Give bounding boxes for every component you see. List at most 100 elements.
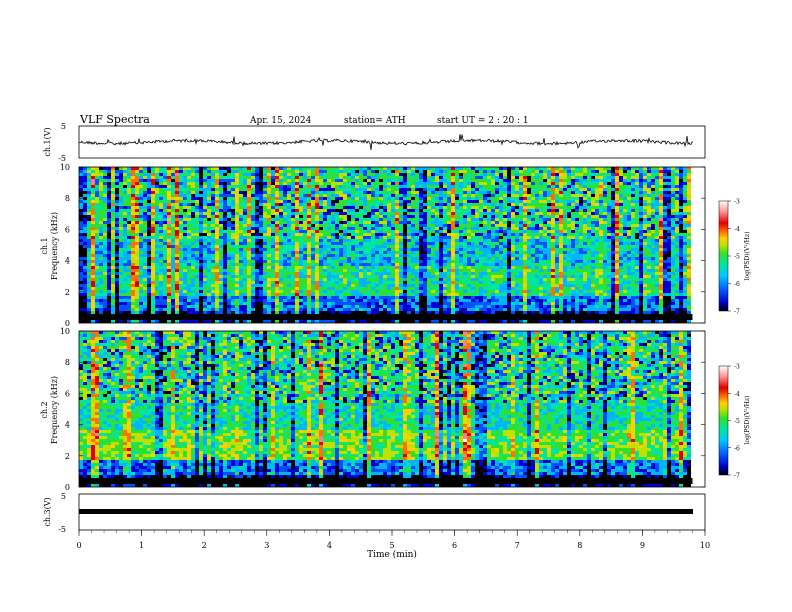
spectrogram-cell: [151, 215, 155, 218]
spectrogram-cell: [611, 248, 615, 251]
spectrogram-cell: [131, 203, 135, 206]
spectrogram-cell: [331, 254, 335, 257]
spectrogram-cell: [535, 179, 539, 182]
spectrogram-cell: [267, 203, 271, 206]
spectrogram-cell: [335, 215, 339, 218]
spectrogram-cell: [379, 173, 383, 176]
spectrogram-cell: [307, 203, 311, 206]
spectrogram-cell: [351, 215, 355, 218]
spectrogram-cell: [175, 236, 179, 239]
spectrogram-cell: [403, 176, 407, 179]
spectrogram-cell: [627, 233, 631, 236]
spectrogram-cell: [143, 191, 147, 194]
spectrogram-cell: [79, 185, 83, 188]
spectrogram-cell: [191, 224, 195, 227]
spectrogram-cell: [279, 263, 283, 266]
spectrogram-cell: [359, 254, 363, 257]
spectrogram-cell: [623, 167, 627, 170]
spectrogram-cell: [643, 197, 647, 200]
spectrogram-cell: [403, 212, 407, 215]
spectrogram-cell: [83, 194, 87, 197]
spectrogram-cell: [419, 254, 423, 257]
spectrogram-cell: [443, 257, 447, 260]
spectrogram-cell: [587, 188, 591, 191]
spectrogram-cell: [599, 236, 603, 239]
spectrogram-cell: [79, 227, 83, 230]
spectrogram-cell: [155, 254, 159, 257]
spectrogram-cell: [527, 203, 531, 206]
spectrogram-cell: [451, 197, 455, 200]
spectrogram-cell: [663, 251, 667, 254]
spectrogram-cell: [247, 206, 251, 209]
spectrogram-cell: [223, 212, 227, 215]
spectrogram-cell: [343, 212, 347, 215]
spectrogram-cell: [491, 242, 495, 245]
spectrogram-cell: [195, 230, 199, 233]
spectrogram-cell: [571, 251, 575, 254]
spectrogram-cell: [119, 173, 123, 176]
spectrogram-cell: [311, 173, 315, 176]
spectrogram-cell: [451, 221, 455, 224]
spectrogram-cell: [283, 209, 287, 212]
spectrogram-cell: [143, 236, 147, 239]
spectrogram-cell: [207, 179, 211, 182]
spectrogram-cell: [655, 209, 659, 212]
spectrogram-cell: [515, 245, 519, 248]
spectrogram-cell: [383, 191, 387, 194]
spectrogram-cell: [275, 191, 279, 194]
spectrogram-cell: [395, 200, 399, 203]
spectrogram-cell: [663, 221, 667, 224]
spectrogram-cell: [115, 242, 119, 245]
spectrogram-cell: [675, 233, 679, 236]
spectrogram-cell: [603, 218, 607, 221]
spectrogram-cell: [127, 185, 131, 188]
spectrogram-cell: [99, 209, 103, 212]
spectrogram-cell: [307, 239, 311, 242]
spectrogram-cell: [83, 185, 87, 188]
spectrogram-cell: [583, 170, 587, 173]
spectrogram-cell: [443, 191, 447, 194]
spectrogram-cell: [607, 221, 611, 224]
spectrogram-cell: [219, 230, 223, 233]
spectrogram-cell: [487, 239, 491, 242]
spectrogram-cell: [207, 191, 211, 194]
spectrogram-cell: [171, 239, 175, 242]
spectrogram-cell: [391, 212, 395, 215]
spectrogram-cell: [331, 179, 335, 182]
spectrogram-cell: [215, 233, 219, 236]
spectrogram-cell: [411, 245, 415, 248]
spectrogram-cell: [503, 212, 507, 215]
spectrogram-cell: [91, 230, 95, 233]
spectrogram-cell: [687, 215, 691, 218]
spectrogram-cell: [527, 233, 531, 236]
spectrogram-cell: [207, 182, 211, 185]
spectrogram-cell: [547, 212, 551, 215]
spectrogram-cell: [631, 236, 635, 239]
spectrogram-cell: [223, 170, 227, 173]
spectrogram-cell: [603, 254, 607, 257]
spectrogram-cell: [351, 233, 355, 236]
spectrogram-cell: [467, 254, 471, 257]
spectrogram-cell: [315, 263, 319, 266]
spectrogram-cell: [151, 203, 155, 206]
spectrogram-cell: [587, 209, 591, 212]
spectrogram-cell: [191, 227, 195, 230]
spectrogram-cell: [515, 167, 519, 170]
spectrogram-cell: [439, 254, 443, 257]
spectrogram-cell: [467, 215, 471, 218]
spectrogram-cell: [651, 233, 655, 236]
spectrogram-cell: [679, 188, 683, 191]
spectrogram-cell: [607, 254, 611, 257]
spectrogram-cell: [91, 245, 95, 248]
spectrogram-cell: [623, 173, 627, 176]
spectrogram-cell: [331, 245, 335, 248]
spectrogram-cell: [267, 185, 271, 188]
spectrogram-cell: [463, 239, 467, 242]
spectrogram-cell: [195, 248, 199, 251]
spectrogram-cell: [171, 206, 175, 209]
spectrogram-cell: [623, 170, 627, 173]
spectrogram-cell: [587, 176, 591, 179]
spectrogram-cell: [287, 200, 291, 203]
spectrogram-cell: [407, 224, 411, 227]
spectrogram-cell: [215, 188, 219, 191]
